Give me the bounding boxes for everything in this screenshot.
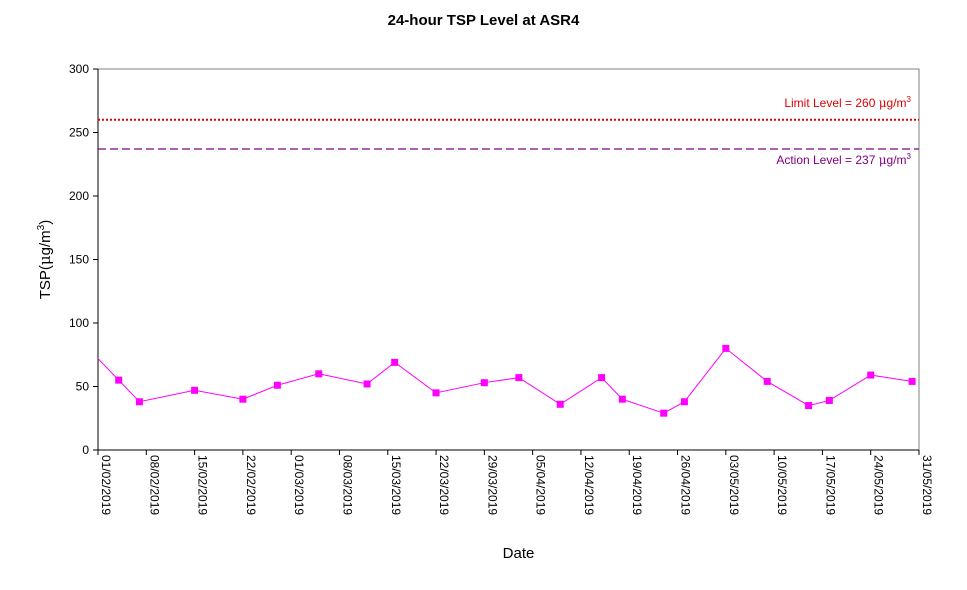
tsp-data-point [805,402,813,410]
limit-level-label: Limit Level = 260 μg/m3 [784,95,911,110]
x-tick-label: 29/03/2019 [485,455,499,515]
x-tick-label: 12/04/2019 [582,455,596,515]
y-tick-label: 100 [69,316,89,330]
tsp-data-point [239,395,247,403]
tsp-data-point [115,376,123,384]
tsp-data-point [391,358,399,366]
plot-area-frame [97,68,920,451]
x-tick-label: 08/02/2019 [147,455,161,515]
x-tick-label: 22/03/2019 [437,455,451,515]
tsp-data-point [363,380,371,388]
tsp-data-point [515,374,523,382]
tsp-data-point [135,398,143,406]
y-tick-label: 200 [69,189,89,203]
tsp-data-point [273,381,281,389]
x-axis-title: Date [503,545,535,562]
x-tick-label: 05/04/2019 [534,455,548,515]
tsp-data-point [315,370,323,378]
tsp-data-point [680,398,688,406]
y-tick-label: 0 [82,443,89,457]
tsp-data-point [908,377,916,385]
tsp-data-point [556,400,564,408]
tsp-data-point [480,379,488,387]
tsp-data-point [825,396,833,404]
x-tick-label: 01/02/2019 [99,455,113,515]
tsp-data-point [191,386,199,394]
y-axis-title: TSP(μg/m3) [36,220,54,300]
x-tick-label: 03/05/2019 [727,455,741,515]
tsp-data-point [660,409,668,417]
y-tick-label: 50 [76,380,90,394]
x-tick-label: 15/02/2019 [196,455,210,515]
tsp-data-point [598,374,606,382]
x-tick-label: 08/03/2019 [340,455,354,515]
tsp-data-point [763,377,771,385]
y-tick-label: 250 [69,126,89,140]
x-tick-label: 26/04/2019 [679,455,693,515]
y-tick-label: 150 [69,253,89,267]
x-tick-label: 22/02/2019 [244,455,258,515]
x-tick-label: 31/05/2019 [920,455,934,515]
x-tick-label: 17/05/2019 [823,455,837,515]
tsp-series-line [97,347,913,414]
tsp-data-point [618,395,626,403]
tsp-data-point [722,344,730,352]
x-tick-label: 24/05/2019 [872,455,886,515]
x-tick-label: 01/03/2019 [292,455,306,515]
action-level-label: Action Level = 237 μg/m3 [776,152,911,167]
x-tick-label: 15/03/2019 [389,455,403,515]
tsp-data-point [432,389,440,397]
x-tick-label: 10/05/2019 [775,455,789,515]
x-tick-label: 19/04/2019 [630,455,644,515]
chart-title: 24-hour TSP Level at ASR4 [387,12,580,29]
y-tick-label: 300 [69,62,89,76]
tsp-data-point [867,371,875,379]
